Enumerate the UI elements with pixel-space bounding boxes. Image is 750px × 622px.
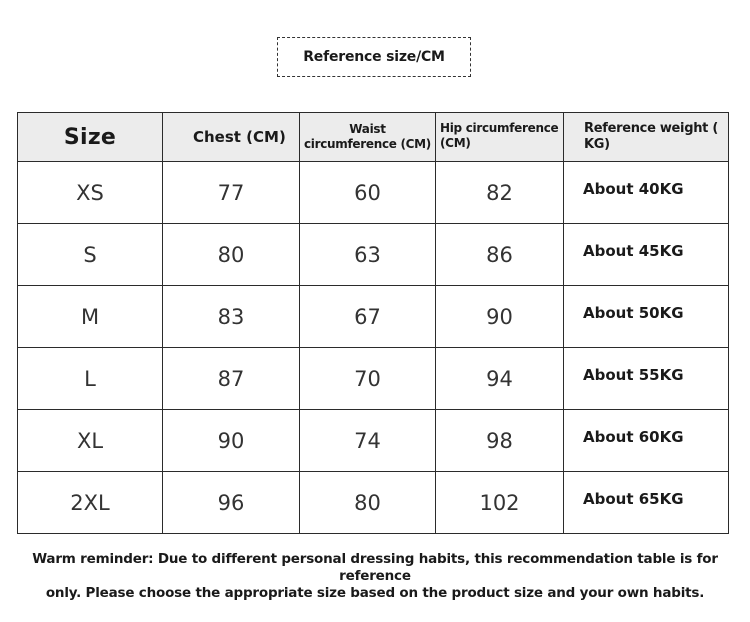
cell-chest: 80 bbox=[162, 223, 300, 286]
cell-hip: 102 bbox=[435, 471, 564, 534]
header-size: Size bbox=[17, 112, 163, 162]
cell-waist: 67 bbox=[299, 285, 436, 348]
cell-weight: About 40KG bbox=[563, 161, 729, 224]
header-waist: Waist circumference (CM) bbox=[299, 112, 436, 162]
cell-weight: About 45KG bbox=[563, 223, 729, 286]
cell-hip: 94 bbox=[435, 347, 564, 410]
cell-size: XL bbox=[17, 409, 163, 472]
cell-weight: About 55KG bbox=[563, 347, 729, 410]
table-title: Reference size/CM bbox=[277, 37, 471, 77]
table-header-row: Size Chest (CM) Waist circumference (CM)… bbox=[17, 112, 729, 162]
cell-size: 2XL bbox=[17, 471, 163, 534]
cell-chest: 87 bbox=[162, 347, 300, 410]
cell-size: L bbox=[17, 347, 163, 410]
header-chest: Chest (CM) bbox=[162, 112, 300, 162]
warm-reminder-note: Warm reminder: Due to different personal… bbox=[0, 551, 750, 602]
cell-size: M bbox=[17, 285, 163, 348]
cell-weight: About 50KG bbox=[563, 285, 729, 348]
header-weight: Reference weight ( KG) bbox=[563, 112, 729, 162]
cell-hip: 98 bbox=[435, 409, 564, 472]
cell-size: S bbox=[17, 223, 163, 286]
table-row: M 83 67 90 About 50KG bbox=[17, 285, 729, 348]
table-row: XL 90 74 98 About 60KG bbox=[17, 409, 729, 472]
cell-waist: 60 bbox=[299, 161, 436, 224]
table-row: 2XL 96 80 102 About 65KG bbox=[17, 471, 729, 534]
header-hip: Hip circumference (CM) bbox=[435, 112, 564, 162]
cell-chest: 83 bbox=[162, 285, 300, 348]
cell-waist: 74 bbox=[299, 409, 436, 472]
cell-chest: 77 bbox=[162, 161, 300, 224]
reminder-line-2: only. Please choose the appropriate size… bbox=[45, 585, 705, 601]
table-row: S 80 63 86 About 45KG bbox=[17, 223, 729, 286]
cell-weight: About 65KG bbox=[563, 471, 729, 534]
cell-size: XS bbox=[17, 161, 163, 224]
cell-hip: 82 bbox=[435, 161, 564, 224]
cell-hip: 90 bbox=[435, 285, 564, 348]
cell-waist: 63 bbox=[299, 223, 436, 286]
cell-hip: 86 bbox=[435, 223, 564, 286]
cell-chest: 96 bbox=[162, 471, 300, 534]
cell-chest: 90 bbox=[162, 409, 300, 472]
reminder-line-1: Warm reminder: Due to different personal… bbox=[32, 551, 718, 584]
cell-waist: 70 bbox=[299, 347, 436, 410]
cell-waist: 80 bbox=[299, 471, 436, 534]
table-row: L 87 70 94 About 55KG bbox=[17, 347, 729, 410]
size-chart-table: Size Chest (CM) Waist circumference (CM)… bbox=[17, 112, 729, 534]
cell-weight: About 60KG bbox=[563, 409, 729, 472]
table-row: XS 77 60 82 About 40KG bbox=[17, 161, 729, 224]
